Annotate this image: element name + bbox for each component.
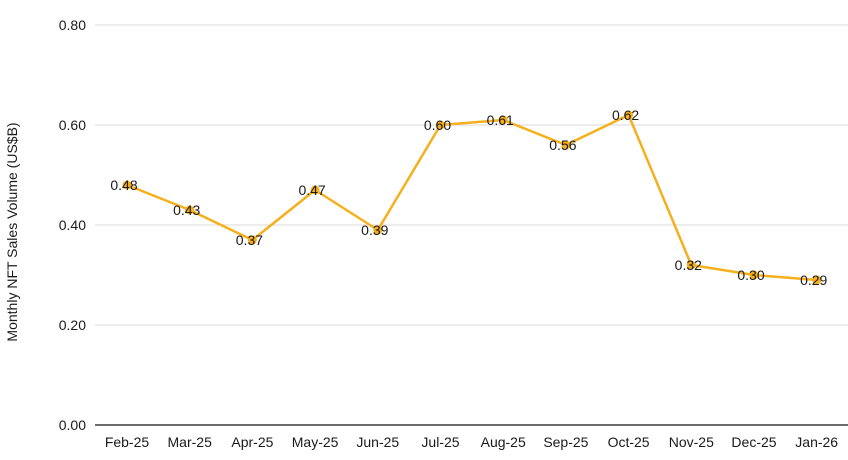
- data-label: 0.43: [173, 202, 200, 218]
- y-tick-label: 0.40: [59, 217, 86, 233]
- data-point-Feb-25: [122, 180, 132, 190]
- data-label: 0.56: [549, 137, 576, 153]
- data-label: 0.29: [800, 272, 827, 288]
- data-point-Oct-25: [624, 110, 634, 120]
- data-point-Dec-25: [749, 270, 759, 280]
- y-tick-label: 0.60: [59, 117, 86, 133]
- x-tick-label: Oct-25: [608, 434, 650, 450]
- data-point-Nov-25: [686, 260, 696, 270]
- x-tick-label: Jun-25: [356, 434, 399, 450]
- data-point-Mar-25: [185, 205, 195, 215]
- data-label: 0.48: [110, 177, 137, 193]
- data-point-Jul-25: [436, 120, 445, 130]
- y-tick-label: 0.20: [59, 317, 86, 333]
- x-tick-label: Feb-25: [105, 434, 150, 450]
- y-tick-label: 0.80: [59, 17, 86, 33]
- x-tick-label: Dec-25: [731, 434, 776, 450]
- data-label: 0.62: [612, 107, 639, 123]
- x-tick-label: Mar-25: [168, 434, 213, 450]
- x-tick-label: Aug-25: [481, 434, 526, 450]
- data-point-Aug-25: [498, 115, 508, 125]
- x-tick-label: Apr-25: [231, 434, 273, 450]
- data-label: 0.30: [737, 267, 764, 283]
- data-point-Jun-25: [373, 225, 383, 235]
- data-point-Jan-26: [812, 275, 822, 285]
- x-tick-label: Jul-25: [421, 434, 459, 450]
- data-point-Apr-25: [247, 235, 257, 245]
- y-tick-label: 0.00: [59, 417, 86, 433]
- data-point-May-25: [310, 185, 320, 195]
- series-line: [125, 113, 818, 282]
- y-axis-title: Monthly NFT Sales Volume (US$B): [4, 122, 20, 341]
- data-label: 0.60: [424, 117, 451, 133]
- data-label: 0.61: [487, 112, 514, 128]
- data-label: 0.39: [361, 222, 388, 238]
- data-label: 0.37: [236, 232, 263, 248]
- x-tick-label: Sep-25: [543, 434, 588, 450]
- data-label: 0.32: [675, 257, 702, 273]
- x-tick-label: Nov-25: [669, 434, 714, 450]
- x-tick-label: Jan-26: [795, 434, 838, 450]
- data-point-Sep-25: [561, 140, 571, 150]
- x-tick-label: May-25: [292, 434, 339, 450]
- data-label: 0.47: [298, 182, 325, 198]
